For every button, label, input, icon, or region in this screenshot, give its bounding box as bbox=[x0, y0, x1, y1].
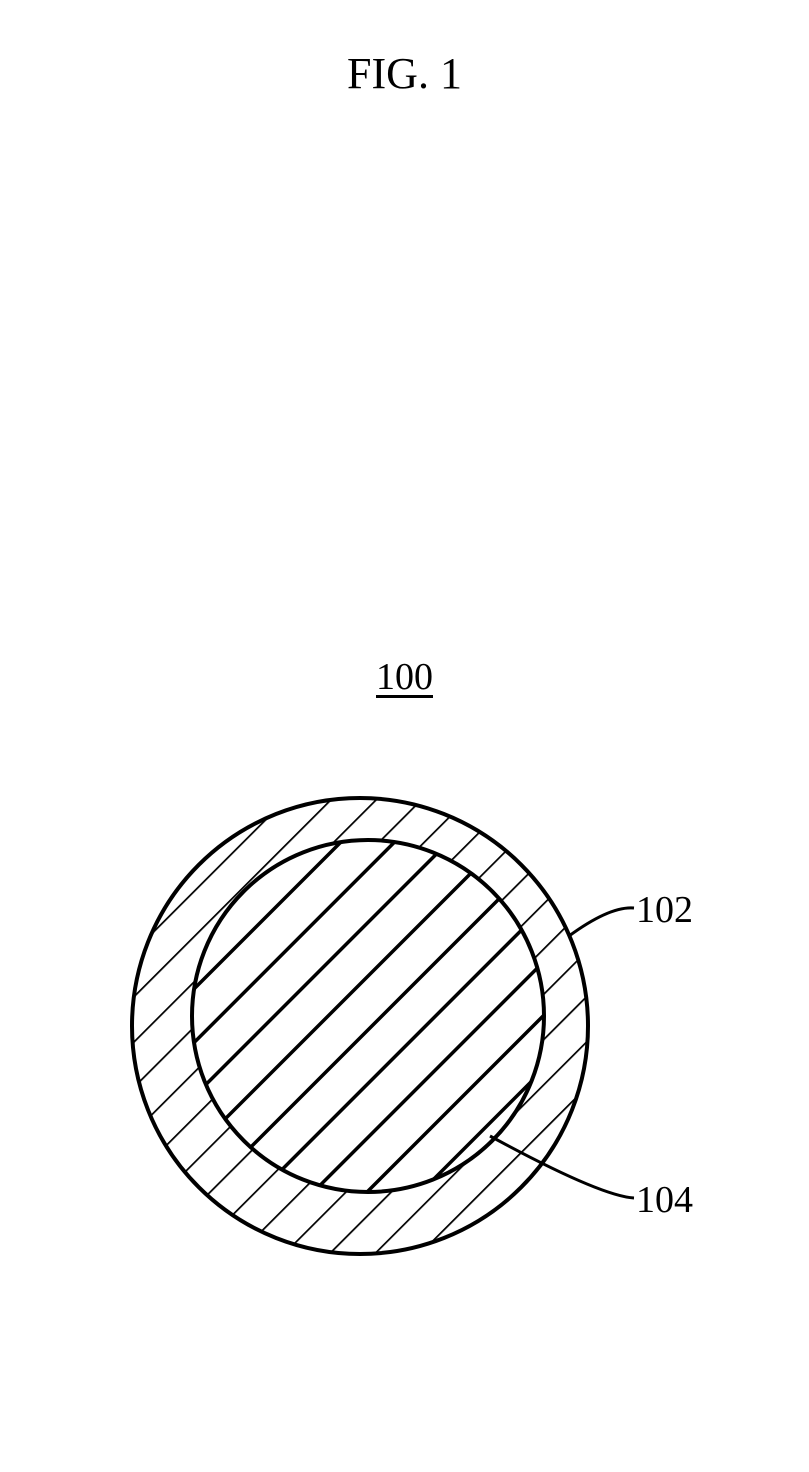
inner-core bbox=[192, 840, 544, 1192]
figure-reference-number: 100 bbox=[376, 655, 433, 699]
cross-section-diagram bbox=[90, 768, 670, 1298]
figure-title: FIG. 1 bbox=[347, 48, 462, 99]
leader-line-102 bbox=[569, 908, 634, 936]
label-outer-102: 102 bbox=[636, 888, 693, 932]
label-inner-104: 104 bbox=[636, 1178, 693, 1222]
